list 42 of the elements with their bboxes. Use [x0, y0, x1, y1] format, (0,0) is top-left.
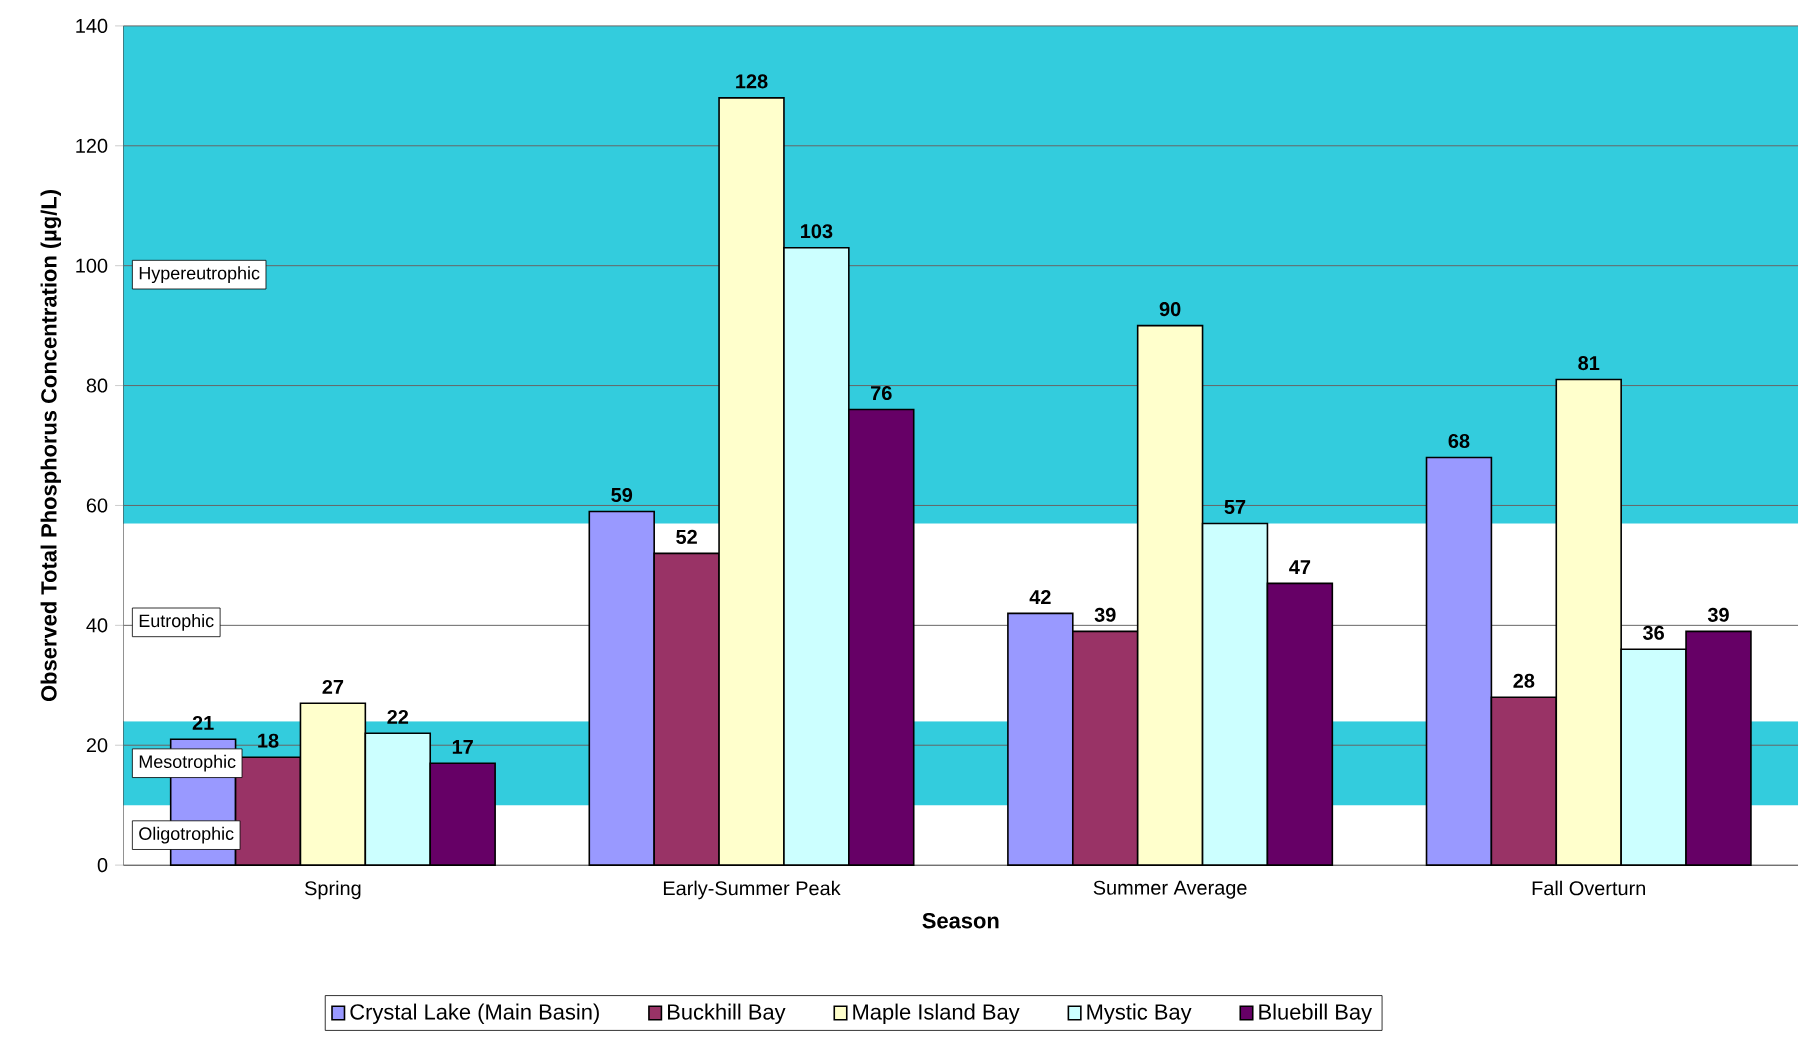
data-label: 47 [1289, 560, 1311, 575]
y-tick-label: 40 [86, 618, 108, 633]
y-axis-title: Observed Total Phosphorus Concentration (µg/L) [40, 190, 62, 702]
y-tick-label: 140 [76, 19, 108, 34]
data-label: 90 [1159, 302, 1181, 317]
y-tick-label: 60 [86, 498, 108, 513]
data-label: 17 [452, 740, 473, 755]
x-tick-label: Fall Overturn [1532, 880, 1645, 896]
band-label: Eutrophic [139, 614, 214, 631]
data-label: 42 [1029, 590, 1051, 605]
legend-label: Maple Island Bay [853, 1003, 1020, 1025]
band-label: Hypereutrophic [139, 266, 260, 284]
data-label: 39 [1094, 608, 1116, 623]
y-tick-label: 120 [76, 138, 108, 154]
legend-label: Bluebill Bay [1259, 1003, 1372, 1025]
data-label: 68 [1448, 434, 1470, 449]
data-label: 27 [322, 680, 344, 695]
x-tick-label: Early-Summer Peak [663, 880, 841, 900]
data-label: 22 [387, 710, 409, 725]
x-tick-label: Spring [304, 880, 361, 900]
data-label: 76 [871, 386, 892, 401]
data-label: 57 [1224, 500, 1246, 515]
data-label: 59 [611, 488, 633, 503]
data-label: 28 [1513, 673, 1535, 689]
y-tick-label: 100 [76, 258, 108, 273]
x-axis-title: Season [922, 913, 999, 929]
data-label: 103 [801, 224, 833, 239]
legend-label: Crystal Lake (Main Basin) [350, 1003, 599, 1025]
data-label: 52 [676, 530, 697, 545]
data-label: 39 [1707, 608, 1729, 623]
data-label: 81 [1578, 356, 1600, 371]
data-label: 36 [1642, 625, 1664, 641]
data-label: 128 [736, 74, 768, 89]
band-label: Oligotrophic [139, 827, 234, 844]
band-label: Mesotrophic [139, 755, 236, 772]
x-tick-label: Summer Average [1093, 880, 1247, 899]
y-tick-label: 80 [86, 378, 108, 393]
y-tick-label: 0 [97, 858, 108, 873]
data-label: 18 [258, 733, 279, 749]
legend-label: Buckhill Bay [668, 1003, 786, 1025]
y-tick-label: 20 [86, 738, 108, 753]
legend-label: Mystic Bay [1087, 1003, 1192, 1025]
